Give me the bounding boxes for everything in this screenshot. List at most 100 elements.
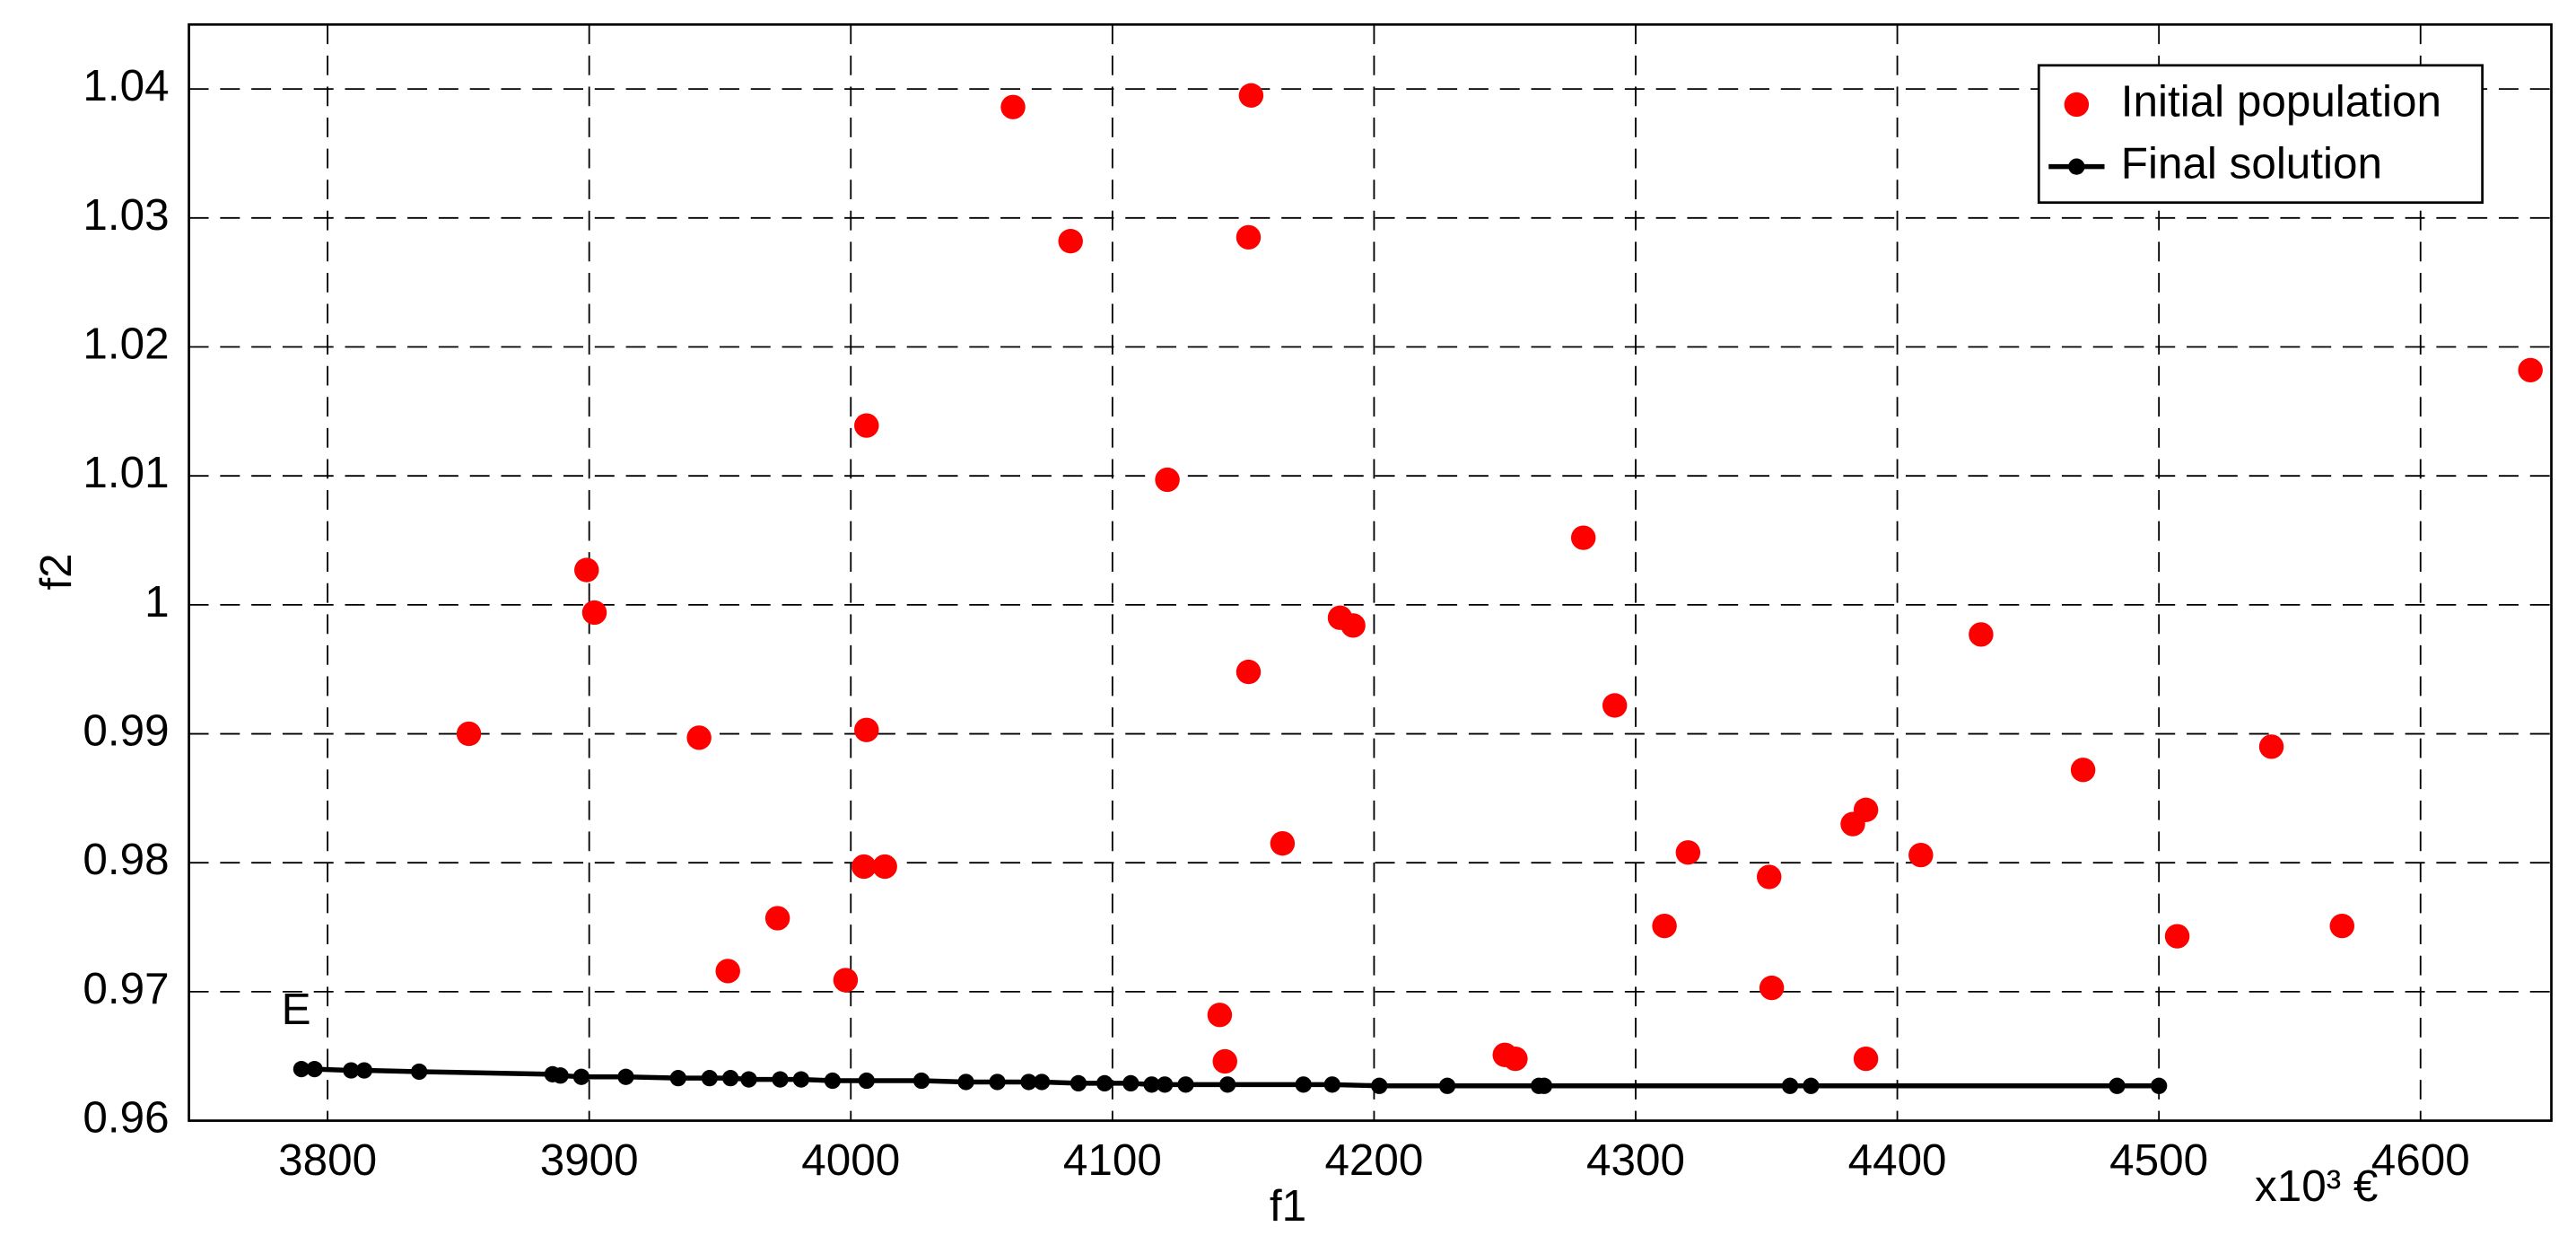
scatter-point [581, 600, 607, 626]
scatter-point [1602, 693, 1628, 718]
x-tick-label: 3900 [540, 1135, 639, 1185]
y-axis-label: f2 [31, 554, 81, 591]
line-point [1122, 1074, 1140, 1092]
line-point [858, 1072, 875, 1090]
line-point [701, 1070, 718, 1087]
scatter-point [1503, 1046, 1528, 1072]
scatter-point [1000, 94, 1026, 119]
y-tick-label: 0.97 [83, 964, 169, 1013]
scatter-point [1058, 229, 1083, 254]
x-tick-label: 4100 [1063, 1135, 1162, 1185]
scatter-point [574, 557, 599, 583]
line-point [669, 1070, 686, 1087]
line-point [2151, 1077, 2168, 1094]
scatter-point [764, 906, 790, 931]
line-point [1535, 1077, 1553, 1094]
line-point [2109, 1077, 2126, 1094]
line-point [957, 1073, 974, 1091]
line-point [1177, 1076, 1194, 1093]
scatter-point [1756, 864, 1782, 889]
scatter-point [1675, 840, 1701, 865]
line-point [824, 1072, 842, 1090]
x-tick-label: 4400 [1848, 1135, 1947, 1185]
scatter-point [715, 959, 740, 984]
plot-frame [188, 22, 2553, 1122]
line-point [989, 1073, 1006, 1091]
line-point [1033, 1073, 1051, 1091]
scatter-point [1652, 913, 1677, 939]
scatter-point [854, 717, 879, 742]
scatter-point [1570, 525, 1596, 550]
scatter-point [2329, 913, 2355, 939]
scatter-point [2070, 758, 2096, 783]
line-point [1218, 1076, 1236, 1093]
line-point [1438, 1077, 1456, 1094]
x-tick-label: 4000 [801, 1135, 900, 1185]
line-point [772, 1071, 789, 1088]
scatter-point [851, 854, 877, 880]
line-point [792, 1071, 810, 1088]
line-point [1371, 1077, 1388, 1094]
scatter-point [1212, 1048, 1237, 1074]
y-tick-label: 1.02 [83, 320, 169, 369]
x-tick-label: 4200 [1324, 1135, 1423, 1185]
line-point [1295, 1076, 1312, 1093]
line-point [306, 1061, 323, 1078]
y-tick-label: 1.01 [83, 448, 169, 497]
annotation: E [282, 985, 311, 1034]
scatter-point [1340, 613, 1366, 638]
y-tick-label: 0.96 [83, 1093, 169, 1143]
scatter-point [1236, 224, 1262, 250]
x-tick-label: 3800 [278, 1135, 377, 1185]
scatter-point [1207, 1003, 1233, 1028]
line-point [1323, 1076, 1340, 1093]
y-tick-label: 1 [144, 577, 169, 626]
y-tick-label: 1.04 [83, 61, 169, 110]
line-point [1143, 1076, 1160, 1093]
scatter-point [1238, 83, 1264, 108]
scatter-point [833, 968, 859, 993]
scatter-point [2164, 924, 2190, 949]
line-point [552, 1067, 569, 1084]
scatter-point [1236, 659, 1262, 685]
scatter-point [1759, 975, 1785, 1001]
legend-label: Initial population [2121, 77, 2441, 127]
y-tick-label: 0.99 [83, 706, 169, 756]
line-point [1096, 1074, 1113, 1092]
y-tick-label: 1.03 [83, 190, 169, 240]
scatter-point [456, 721, 482, 747]
line-point [617, 1068, 634, 1085]
scatter-point [1853, 797, 1879, 822]
x-tick-label: 4300 [1586, 1135, 1685, 1185]
line-point [572, 1068, 590, 1085]
scatter-point [1908, 842, 1934, 868]
line-point [343, 1062, 360, 1079]
legend-box [2037, 64, 2484, 205]
y-tick-label: 0.98 [83, 835, 169, 884]
x-unit-label: x10³ € [2255, 1161, 2378, 1211]
x-tick-label: 4600 [2371, 1135, 2470, 1185]
line-point [740, 1071, 757, 1088]
line-point [721, 1070, 739, 1087]
line-point [913, 1072, 930, 1090]
x-axis-label: f1 [1270, 1181, 1306, 1231]
line-point [355, 1062, 373, 1079]
legend-marker [2064, 92, 2090, 118]
scatter-point [1853, 1046, 1879, 1072]
scatter-point [1270, 831, 1296, 856]
scatter-point [2518, 357, 2543, 383]
line-point [1070, 1074, 1087, 1092]
scatter-point [854, 413, 879, 438]
scatter-point [1155, 467, 1180, 493]
line-point [293, 1061, 310, 1078]
line-point [1781, 1077, 1799, 1094]
scatter-point [2258, 734, 2284, 759]
line-point [1803, 1077, 1820, 1094]
scatter-point [872, 854, 897, 880]
line-point [1157, 1076, 1174, 1093]
x-tick-label: 4500 [2109, 1135, 2208, 1185]
scatter-point [686, 725, 712, 750]
line-point [1020, 1073, 1037, 1091]
